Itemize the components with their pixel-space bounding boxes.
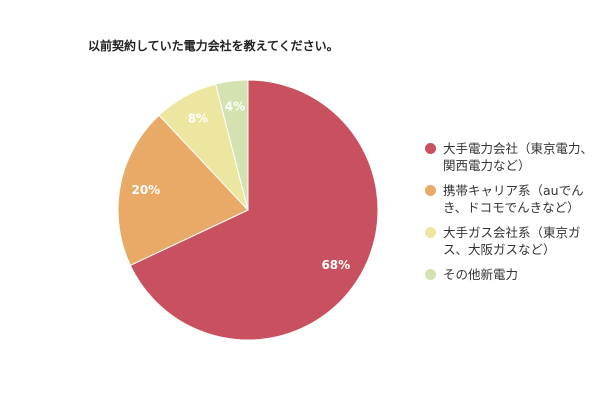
legend-label: 携帯キャリア系（auでんき、ドコモでんきなど） xyxy=(443,183,584,215)
pie-slice xyxy=(117,114,249,267)
legend-label: 大手ガス会社系（東京ガス、大阪ガスなど） xyxy=(443,225,581,257)
value-label: 4% xyxy=(225,99,245,113)
legend: 大手電力会社（東京電力、関西電力など） 携帯キャリア系（auでんき、ドコモでんきな… xyxy=(425,140,595,291)
value-label: 20% xyxy=(131,183,160,197)
chart-title: 以前契約していた電力会社を教えてください。 xyxy=(88,38,339,53)
legend-label: その他新電力 xyxy=(443,267,519,282)
legend-swatch xyxy=(425,269,436,280)
legend-swatch xyxy=(425,143,436,154)
pie-slice xyxy=(215,79,249,211)
value-label: 8% xyxy=(188,111,208,125)
legend-item: その他新電力 xyxy=(425,266,595,283)
value-label: 68% xyxy=(321,258,350,272)
legend-swatch xyxy=(425,185,436,196)
legend-swatch xyxy=(425,227,436,238)
legend-label: 大手電力会社（東京電力、関西電力など） xyxy=(443,141,594,173)
legend-item: 携帯キャリア系（auでんき、ドコモでんきなど） xyxy=(425,182,595,216)
legend-item: 大手ガス会社系（東京ガス、大阪ガスなど） xyxy=(425,224,595,258)
legend-item: 大手電力会社（東京電力、関西電力など） xyxy=(425,140,595,174)
pie-slice xyxy=(129,79,379,341)
